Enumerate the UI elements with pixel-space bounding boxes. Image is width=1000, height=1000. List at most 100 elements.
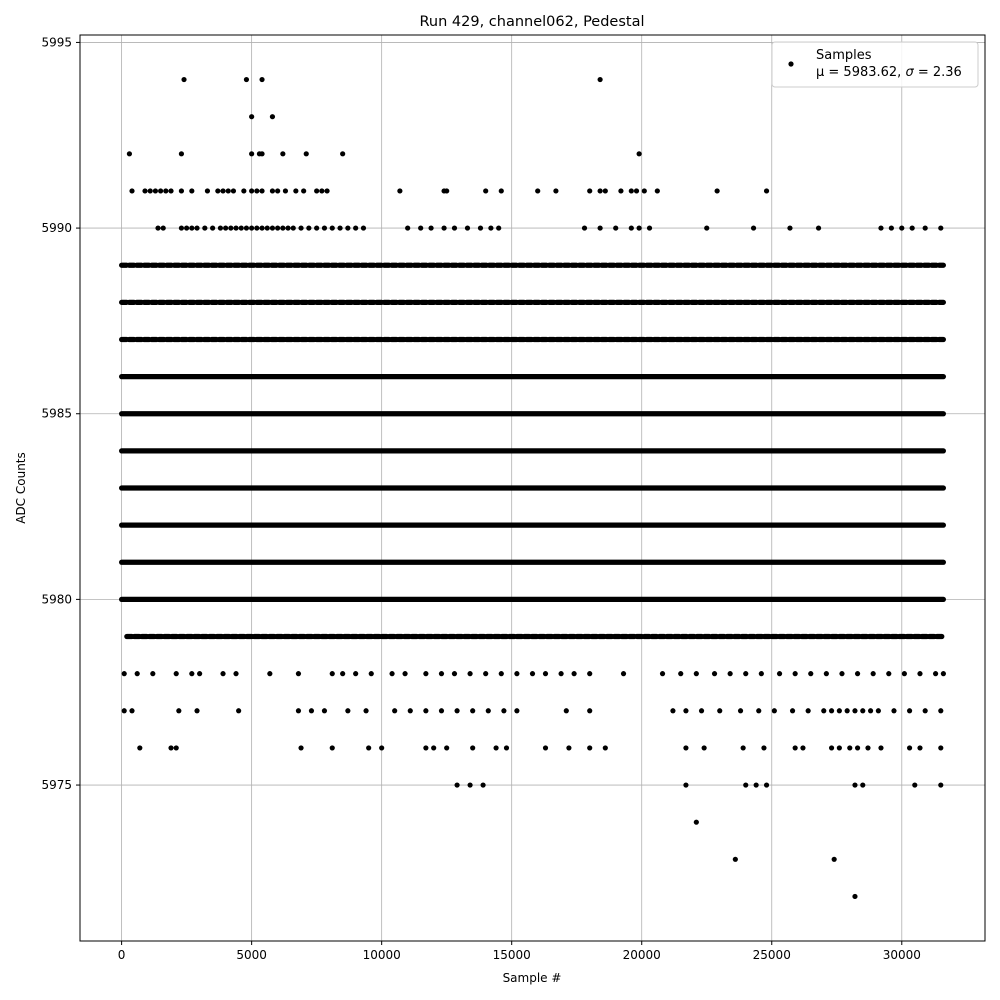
data-point: [210, 225, 216, 231]
legend-stats-suffix: = 2.36: [914, 65, 962, 80]
data-point: [854, 671, 861, 677]
data-point: [389, 671, 395, 677]
data-point: [259, 76, 265, 83]
data-point: [243, 76, 250, 83]
data-point: [493, 745, 499, 751]
x-tick-label: 10000: [363, 948, 401, 962]
data-point: [917, 745, 923, 751]
data-point: [704, 225, 710, 231]
data-point: [178, 188, 185, 194]
data-point: [542, 745, 549, 751]
data-point: [269, 114, 276, 120]
data-point: [805, 708, 811, 714]
data-point: [158, 188, 164, 194]
data-point: [134, 671, 140, 677]
data-point: [938, 745, 944, 751]
data-point: [301, 188, 307, 194]
data-point: [321, 708, 328, 714]
data-point: [249, 188, 255, 194]
legend-stats: μ = 5983.62, σ = 2.36: [816, 65, 962, 80]
data-point: [753, 782, 759, 788]
data-point: [558, 671, 564, 677]
data-point: [477, 225, 484, 231]
data-point: [836, 708, 842, 714]
data-point: [693, 671, 699, 677]
data-point: [319, 188, 325, 194]
data-point: [129, 188, 135, 194]
data-point: [888, 225, 894, 231]
data-point: [571, 671, 577, 677]
data-point: [368, 671, 374, 677]
data-point: [363, 708, 369, 714]
data-point: [922, 225, 928, 231]
data-point: [353, 225, 359, 231]
data-point: [285, 225, 291, 231]
data-point: [324, 188, 330, 194]
x-tick-label: 5000: [236, 948, 267, 962]
data-point: [844, 708, 850, 714]
data-point: [228, 225, 234, 231]
data-point: [243, 225, 250, 231]
data-point: [906, 708, 913, 714]
data-point: [454, 708, 460, 714]
data-point: [909, 225, 915, 231]
data-point: [438, 671, 445, 677]
data-point: [392, 708, 398, 714]
data-point: [215, 188, 221, 194]
data-point: [225, 188, 231, 194]
data-point: [646, 225, 653, 231]
data-point: [901, 671, 907, 677]
data-point: [581, 225, 588, 231]
data-point: [763, 188, 770, 194]
legend-marker: [788, 61, 794, 67]
data-point: [836, 745, 842, 751]
data-point: [693, 819, 699, 825]
data-point: [563, 708, 569, 714]
data-point: [137, 745, 143, 751]
data-point: [654, 188, 660, 194]
data-point: [366, 745, 372, 751]
data-point: [683, 708, 689, 714]
data-point: [467, 671, 473, 677]
data-point: [808, 671, 814, 677]
y-tick-label: 5980: [41, 592, 72, 606]
data-point: [776, 671, 783, 677]
data-point: [438, 708, 445, 714]
data-point: [295, 671, 302, 677]
y-tick-label: 5975: [41, 778, 72, 792]
data-point: [633, 188, 640, 194]
data-point: [906, 745, 913, 751]
data-point: [828, 745, 835, 751]
data-point: [353, 671, 359, 677]
data-point: [852, 893, 858, 900]
data-point: [743, 671, 749, 677]
data-point: [220, 188, 226, 194]
data-point: [407, 708, 413, 714]
data-point: [587, 745, 593, 751]
data-point: [514, 671, 520, 677]
data-point: [938, 782, 944, 788]
data-point: [940, 671, 946, 677]
data-point: [628, 188, 634, 194]
data-point: [470, 745, 476, 751]
x-tick-label: 20000: [623, 948, 661, 962]
y-axis-label: ADC Counts: [14, 452, 28, 524]
data-point: [743, 782, 749, 788]
data-point: [345, 708, 351, 714]
legend-label: Samples: [816, 48, 872, 63]
data-point: [418, 225, 424, 231]
data-point: [899, 225, 905, 231]
data-point: [441, 225, 447, 231]
data-point: [602, 188, 608, 194]
data-point: [917, 671, 923, 677]
data-point: [259, 188, 265, 194]
data-point: [678, 671, 684, 677]
data-point: [160, 225, 166, 231]
data-point: [282, 188, 289, 194]
data-point: [847, 745, 853, 751]
data-point: [470, 708, 476, 714]
data-point: [659, 671, 666, 677]
x-tick-label: 30000: [883, 948, 921, 962]
data-point: [714, 188, 720, 194]
